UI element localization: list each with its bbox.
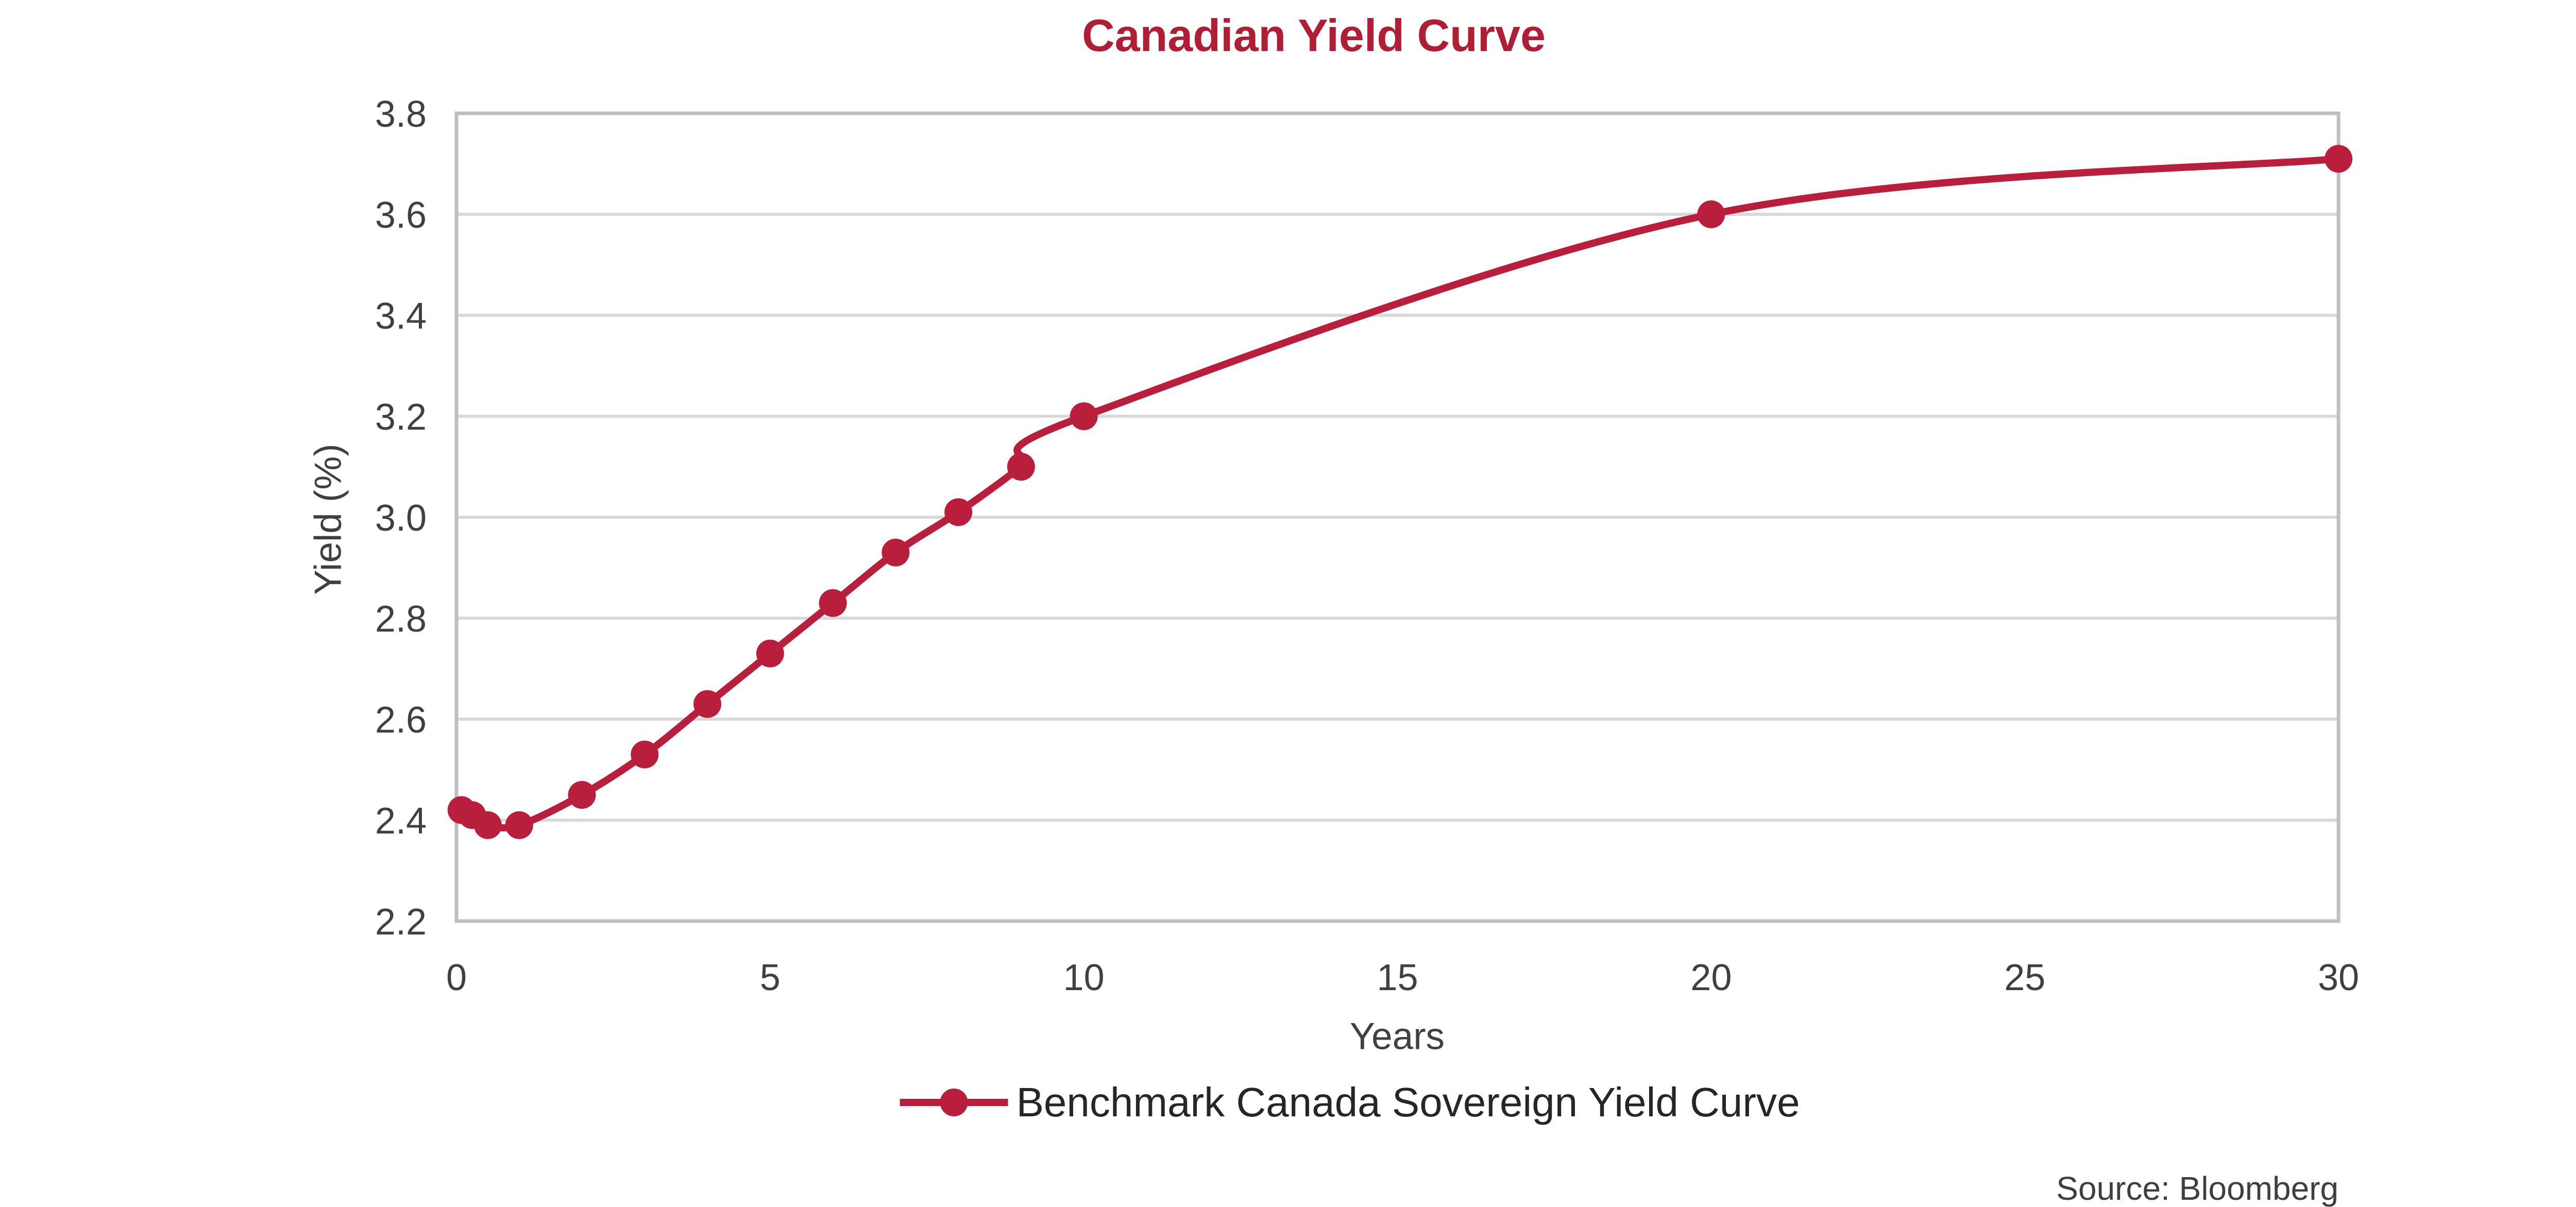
chart-title: Canadian Yield Curve: [1082, 10, 1546, 61]
y-tick-label: 3.4: [375, 296, 427, 337]
x-tick-label: 5: [760, 957, 781, 998]
y-tick-label: 2.8: [375, 599, 427, 640]
legend-line-marker-icon: [900, 1089, 1008, 1116]
y-tick-label: 2.6: [375, 700, 427, 741]
data-point-marker: [505, 811, 533, 839]
data-point-marker: [1007, 453, 1035, 481]
legend: Benchmark Canada Sovereign Yield Curve: [900, 1079, 1800, 1126]
x-tick-label: 25: [2004, 957, 2045, 998]
data-point-marker: [693, 690, 722, 718]
x-tick-label: 0: [446, 957, 467, 998]
y-axis-title: Yield (%): [307, 444, 349, 595]
y-tick-label: 3.0: [375, 498, 427, 539]
data-point-marker: [882, 538, 910, 567]
y-tick-label: 3.6: [375, 195, 427, 236]
source-note: Source: Bloomberg: [2056, 1170, 2338, 1207]
x-tick-label: 20: [1690, 957, 1732, 998]
data-point-marker: [1697, 200, 1725, 228]
x-tick-label: 15: [1377, 957, 1418, 998]
y-tick-label: 2.4: [375, 801, 427, 842]
plot-border: [454, 111, 2341, 923]
data-point-marker: [568, 781, 596, 809]
data-point-marker: [473, 811, 502, 839]
y-tick-label: 3.2: [375, 397, 427, 438]
x-tick-label: 30: [2318, 957, 2359, 998]
data-point-marker: [819, 589, 847, 617]
y-tick-label: 3.8: [375, 94, 427, 135]
data-point-marker: [944, 498, 973, 526]
legend-label: Benchmark Canada Sovereign Yield Curve: [1016, 1079, 1800, 1125]
data-point-marker: [631, 740, 659, 769]
data-point-marker: [756, 639, 784, 668]
x-axis-title: Years: [1350, 1015, 1445, 1058]
data-point-marker: [2325, 145, 2352, 173]
data-point-marker: [1070, 402, 1098, 430]
yield-curve-line: [457, 155, 2342, 831]
x-tick-label: 10: [1063, 957, 1105, 998]
y-tick-label: 2.2: [375, 902, 427, 943]
